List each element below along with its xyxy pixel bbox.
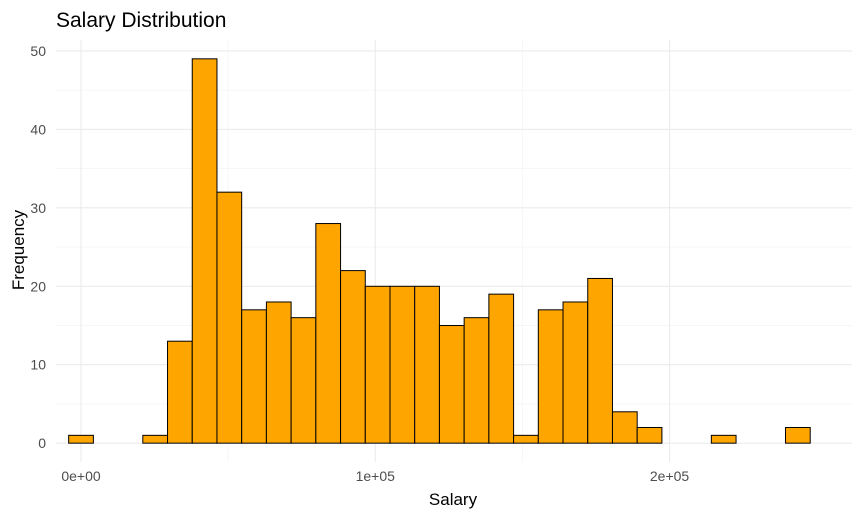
x-tick-label: 2e+05 bbox=[650, 468, 690, 484]
y-axis-title: Frequency bbox=[9, 209, 28, 290]
histogram-bar bbox=[537, 309, 564, 444]
histogram-bar bbox=[562, 301, 589, 444]
histogram-bar bbox=[68, 434, 94, 444]
histogram-bar bbox=[414, 285, 440, 444]
y-tick-label: 50 bbox=[30, 43, 46, 59]
histogram-bar bbox=[438, 325, 465, 444]
histogram-bar bbox=[389, 285, 416, 444]
y-tick-label: 0 bbox=[38, 435, 46, 451]
histogram-bar bbox=[191, 58, 218, 444]
histogram-bar bbox=[784, 426, 811, 444]
histogram-bar bbox=[710, 434, 737, 444]
histogram-bar bbox=[513, 434, 539, 444]
histogram-bar bbox=[315, 223, 342, 444]
histogram-bar bbox=[142, 434, 169, 444]
histogram-bar bbox=[340, 270, 366, 444]
y-tick-label: 10 bbox=[30, 357, 46, 373]
histogram-bar bbox=[611, 411, 638, 444]
y-tick-label: 30 bbox=[30, 200, 46, 216]
y-axis-ticks: 0 10 20 30 40 50 bbox=[30, 43, 46, 451]
histogram-bar bbox=[463, 317, 490, 444]
x-tick-label: 1e+05 bbox=[356, 468, 396, 484]
bars bbox=[68, 58, 811, 444]
grid-lines bbox=[56, 40, 852, 462]
chart-title: Salary Distribution bbox=[56, 9, 226, 32]
x-tick-label: 0e+00 bbox=[61, 468, 101, 484]
histogram-bar bbox=[241, 309, 267, 444]
histogram-bar bbox=[636, 426, 663, 444]
y-tick-label: 40 bbox=[30, 121, 46, 137]
histogram-bar bbox=[167, 340, 193, 444]
histogram-bar bbox=[265, 301, 292, 444]
histogram-bar bbox=[488, 293, 515, 444]
x-axis-title: Salary bbox=[429, 490, 478, 509]
histogram-bar bbox=[290, 317, 317, 444]
histogram-bar bbox=[216, 191, 243, 444]
histogram-bar bbox=[587, 277, 613, 444]
x-axis-ticks: 0e+00 1e+05 2e+05 bbox=[61, 468, 689, 484]
y-tick-label: 20 bbox=[30, 278, 46, 294]
histogram-bar bbox=[364, 285, 391, 444]
